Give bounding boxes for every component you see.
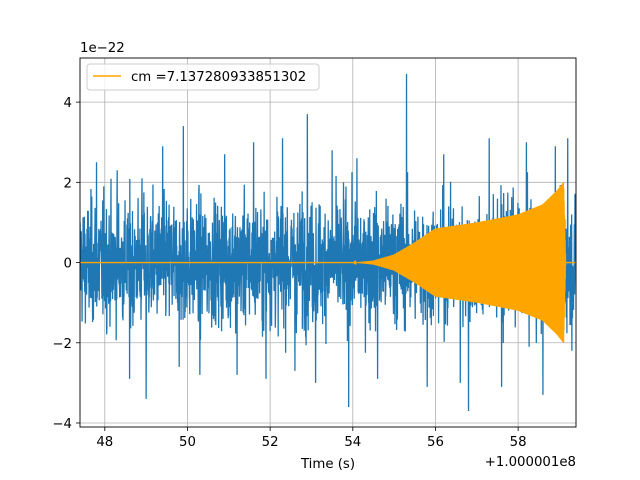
x-tick-label: 54 [344, 435, 361, 450]
x-offset-label: +1.000001e8 [485, 455, 576, 470]
y-tick-label: 2 [64, 176, 72, 191]
x-tick-label: 58 [510, 435, 527, 450]
legend-label-chirp: cm =7.137280933851302 [131, 70, 306, 85]
y-scale-label: 1e−22 [80, 41, 125, 56]
y-tick-label: −4 [52, 417, 72, 432]
x-tick-label: 48 [96, 435, 113, 450]
x-tick-label: 56 [427, 435, 444, 450]
x-axis-label: Time (s) [300, 457, 355, 472]
plot-area [80, 74, 576, 411]
y-tick-label: 4 [64, 96, 72, 111]
x-tick-label: 52 [262, 435, 279, 450]
series-noise-line [80, 74, 576, 411]
x-tick-label: 50 [179, 435, 196, 450]
axes-frame [79, 57, 577, 428]
x-axis: 48 50 52 54 56 58 [96, 427, 527, 450]
legend: cm =7.137280933851302 [86, 63, 320, 91]
y-axis: −4 −2 0 2 4 [52, 96, 80, 432]
legend-box [86, 63, 320, 91]
y-tick-label: −2 [52, 337, 72, 352]
y-tick-label: 0 [64, 257, 72, 272]
series-chirp-line [80, 182, 576, 343]
